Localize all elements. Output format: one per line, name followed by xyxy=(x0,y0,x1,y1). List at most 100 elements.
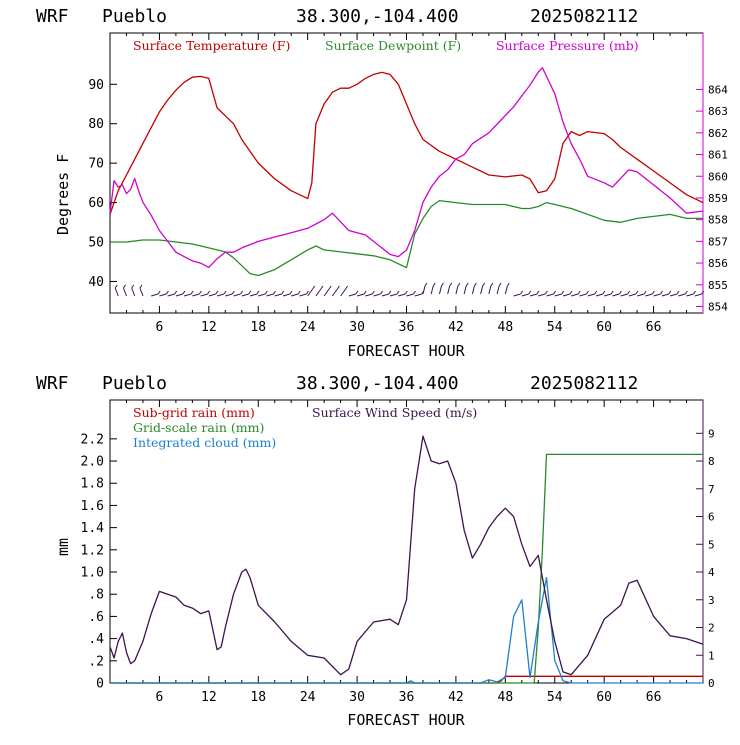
wind-barb-flag xyxy=(264,290,268,295)
wind-barb xyxy=(266,293,274,297)
wind-barb-flag xyxy=(273,290,276,295)
p2-ytick-label: 1.0 xyxy=(81,566,104,581)
wind-barb xyxy=(159,293,167,297)
wind-barb xyxy=(636,293,645,297)
wind-barb-flag xyxy=(635,290,639,295)
wind-barb xyxy=(274,293,282,297)
wind-barb-flag xyxy=(215,290,219,295)
wind-barb-flag xyxy=(465,282,469,287)
p2-ytick-label: .4 xyxy=(88,632,104,647)
wind-barb xyxy=(340,288,347,297)
p1-ticks: 6 12 18 24 30 36 42 48 54 60 66 40 50 60 70 80 90 854 855 8… xyxy=(88,33,728,335)
wind-barb xyxy=(406,293,414,297)
wind-barb xyxy=(521,293,529,297)
p1-xtick-label: 12 xyxy=(201,320,217,335)
p1-model: WRF xyxy=(36,6,69,27)
p2-ytick-label: 1.6 xyxy=(81,499,104,514)
wind-barb-flag xyxy=(157,290,161,295)
wind-barb-flag xyxy=(404,290,408,295)
p2-ytick-label: 1.2 xyxy=(81,543,104,558)
wind-barb-flag xyxy=(371,290,375,295)
wind-barb-flag xyxy=(345,285,349,290)
p2-y2tick-label: 5 xyxy=(708,538,715,551)
p1-coords: 38.300,-104.400 xyxy=(296,6,459,27)
wind-barb-flag xyxy=(544,290,548,295)
p1-location: Pueblo xyxy=(102,6,167,27)
wind-barb xyxy=(183,293,192,297)
wind-barb-flag xyxy=(297,290,301,295)
wind-barb-flag xyxy=(320,285,324,290)
wind-barb xyxy=(661,293,669,297)
wind-barb-flag xyxy=(207,290,211,295)
wind-barb-flag xyxy=(231,290,235,295)
wind-barb-flag xyxy=(363,290,367,295)
p2-y2tick-label: 2 xyxy=(708,622,715,635)
wind-barb-flag xyxy=(577,290,581,295)
p2-xtick-label: 60 xyxy=(596,690,612,705)
wind-barb-flag xyxy=(336,285,340,290)
wind-barb-flag xyxy=(312,285,316,290)
wind-barb-flag xyxy=(553,290,556,295)
p1-xtick-label: 66 xyxy=(646,320,662,335)
p1-xtick-label: 36 xyxy=(399,320,415,335)
p2-y2tick-label: 7 xyxy=(708,483,715,496)
wind-barb xyxy=(282,293,291,297)
wind-barb xyxy=(571,293,579,297)
wind-barb xyxy=(365,293,373,297)
p2-model: WRF xyxy=(36,373,69,394)
wind-barb xyxy=(620,293,628,297)
p2-ytick-label: 2.0 xyxy=(81,455,104,470)
p2-legend-subgrid: Sub-grid rain (mm) xyxy=(133,405,255,420)
wind-barb-flag xyxy=(248,290,252,295)
p1-y2tick-label: 861 xyxy=(708,149,728,162)
wind-barb xyxy=(123,287,127,297)
wind-barb-flag xyxy=(676,290,680,295)
wind-barb xyxy=(323,288,330,297)
wind-barb xyxy=(233,293,241,297)
wind-barb xyxy=(356,293,365,297)
wind-barb xyxy=(455,285,459,295)
wind-barb-flag xyxy=(473,282,477,287)
p2-y2tick-label: 8 xyxy=(708,455,715,468)
wind-barb-flag xyxy=(432,282,436,287)
p2-ytick-label: 1.4 xyxy=(81,521,105,536)
wind-barb xyxy=(595,293,604,297)
wind-barb-flag xyxy=(701,290,705,295)
p2-legend-cloud: Integrated cloud (mm) xyxy=(133,435,276,450)
p2-y2tick-label: 4 xyxy=(708,566,715,579)
wind-barb-flag xyxy=(569,290,573,295)
wind-barb xyxy=(694,293,702,297)
wind-barb xyxy=(488,285,492,295)
wind-barb-flag xyxy=(174,290,178,295)
wind-barb xyxy=(258,293,266,297)
wind-barb xyxy=(381,293,389,297)
wind-barb-flag xyxy=(413,290,416,295)
p2-ticks: 6 12 18 24 30 36 42 48 54 60 660.2.4.6.81.01.21.41… xyxy=(81,400,715,705)
wind-barb xyxy=(373,293,381,297)
p2-ytick-label: .6 xyxy=(88,610,104,625)
p2-ytick-label: 1.8 xyxy=(81,477,104,492)
p2-xtick-label: 6 xyxy=(156,690,164,705)
wind-barb-flag xyxy=(441,282,444,287)
p2-ytick-label: 0 xyxy=(96,677,104,692)
p1-y2tick-label: 857 xyxy=(708,235,728,248)
wind-barb-flag xyxy=(561,290,565,295)
wind-barb-flag xyxy=(684,290,688,295)
wind-barb xyxy=(653,293,661,297)
p1-ytick-label: 80 xyxy=(88,117,104,132)
p2-xlabel: FORECAST HOUR xyxy=(347,711,465,729)
wind-barb xyxy=(422,285,426,295)
wind-barb-flag xyxy=(182,290,186,295)
wind-barb xyxy=(114,287,119,297)
wind-barb-flag xyxy=(281,290,285,295)
wind-barb xyxy=(587,293,595,297)
wind-barb xyxy=(167,293,175,297)
p1-y2tick-label: 854 xyxy=(708,300,728,313)
wind-barb-flag xyxy=(114,284,118,289)
p1-run: 2025082112 xyxy=(530,6,638,27)
wind-barb xyxy=(645,293,653,297)
p2-ytick-label: 2.2 xyxy=(81,432,104,447)
p1-wind-barbs xyxy=(114,282,705,297)
wind-barb xyxy=(604,293,612,297)
p2-legend-wind: Surface Wind Speed (m/s) xyxy=(312,405,477,420)
